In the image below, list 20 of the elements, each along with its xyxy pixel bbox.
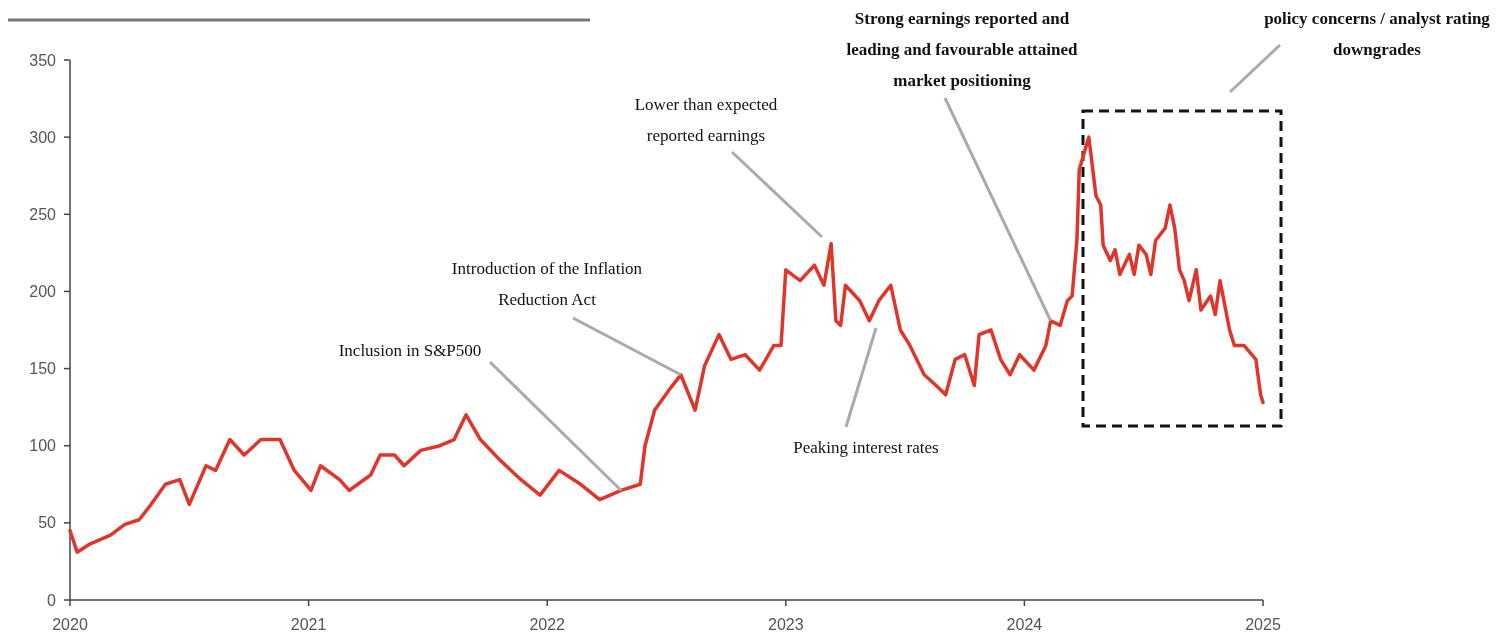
y-tick-label: 200 [29, 283, 57, 301]
x-tick-label: 2025 [1245, 616, 1281, 633]
y-tick-label: 0 [47, 591, 57, 609]
y-tick-label: 50 [38, 514, 57, 532]
x-tick-label: 2022 [529, 616, 566, 633]
x-tick-label: 2020 [52, 616, 88, 633]
x-tick-label: 2023 [768, 616, 804, 633]
y-tick-label: 250 [29, 205, 57, 223]
x-tick-label: 2021 [290, 616, 327, 633]
y-tick-label: 150 [29, 360, 57, 378]
y-tick-label: 300 [29, 128, 57, 146]
annotation: Introduction of the Inflation Reduction Act [451, 259, 643, 309]
annotation: Peaking interest rates [793, 438, 939, 457]
text: policy concerns / analyst rating downgrades [1264, 9, 1491, 59]
x-tick-label: 2024 [1006, 616, 1043, 633]
annotation: Lower than expected reported earnings [634, 95, 778, 145]
annotation: Strong earnings reported and leading and favourable attained market positioning [846, 9, 1079, 90]
annotation: Inclusion in S&P500 [338, 341, 482, 360]
y-tick-label: 100 [29, 437, 57, 455]
y-tick-label: 350 [29, 51, 57, 69]
